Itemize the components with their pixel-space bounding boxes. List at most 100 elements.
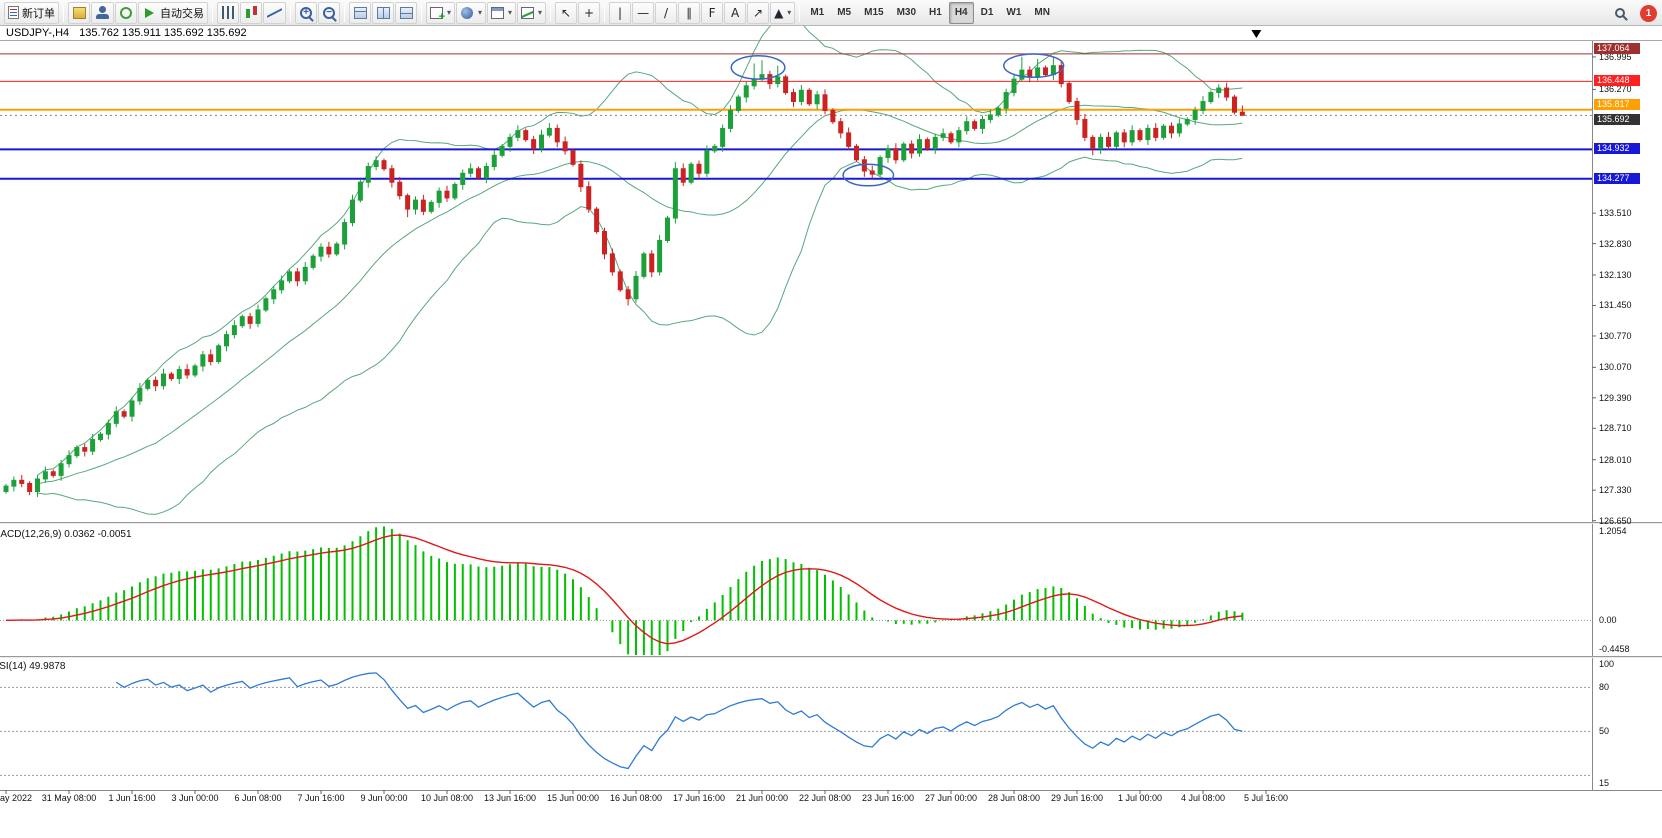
tilev-icon (376, 6, 390, 19)
time-axis-label: 22 Jun 08:00 (798, 793, 852, 803)
toolbar-separator (212, 3, 213, 22)
candlestick-chart-button[interactable] (240, 1, 262, 24)
main-toolbar: 新订单自动交易▾▾▾▾↖+|—/∥FA↗▲▾M1M5M15M30H1H4D1W1… (0, 0, 1662, 26)
vertical-line-button[interactable]: | (609, 1, 632, 24)
rsi-indicator-label: RSI(14) 49.9878 (0, 661, 66, 672)
timeframe-m1-button[interactable]: M1 (810, 7, 825, 18)
arrange-vertical-button[interactable] (372, 1, 394, 24)
search-button[interactable] (1609, 2, 1631, 24)
timeframe-d1-button[interactable]: D1 (980, 7, 994, 18)
data-window-button[interactable] (91, 1, 114, 24)
price-level-label: 137.064 (1594, 42, 1640, 54)
panel-separator[interactable] (0, 656, 1662, 658)
time-axis-label: 21 Jun 00:00 (735, 793, 789, 803)
ellipse-annotations[interactable] (730, 53, 1065, 187)
notification-badge[interactable]: 1 (1640, 4, 1657, 22)
templates-button[interactable]: ▾ (487, 1, 517, 24)
timeframe-h4-button[interactable]: H4 (948, 1, 974, 24)
bar-chart-button[interactable] (217, 1, 239, 24)
crosshair-button[interactable]: + (578, 1, 601, 24)
timeframe-m30-button[interactable]: M30 (896, 7, 917, 18)
cursor-button[interactable]: ↖ (555, 1, 578, 24)
shapes-icon: ▲ (774, 5, 784, 20)
price-level-label: 135.817 (1594, 98, 1640, 110)
price-axis-label: 129.390 (1599, 392, 1632, 403)
macd-scale-min-label: -0.4458 (1599, 644, 1630, 654)
price-axis-label: 127.330 (1599, 485, 1632, 496)
price-axis-label: 128.010 (1599, 454, 1632, 465)
chevron-down-icon: ▾ (447, 8, 452, 17)
linechart-icon (267, 6, 282, 19)
toolbar-right-section: 1 (1609, 2, 1657, 24)
rsi-scale-label: 80 (1599, 682, 1610, 693)
line-chart-button[interactable] (263, 1, 286, 24)
profiles-button[interactable]: ▾ (456, 1, 487, 24)
horizontal-line-button[interactable]: — (632, 1, 655, 24)
tile-windows-button[interactable] (349, 1, 371, 24)
fibonacci-button[interactable]: F (701, 1, 724, 24)
rsi-scale-label: 15 (1599, 777, 1610, 788)
price-axis-label: 136.995 (1599, 51, 1632, 62)
timeframe-mn-button[interactable]: MN (1034, 7, 1050, 18)
search-icon (1615, 8, 1625, 18)
time-axis-label: 13 Jun 16:00 (483, 793, 537, 803)
price-axis[interactable] (0, 41, 1662, 791)
toolbar-separator (550, 3, 552, 22)
market-watch-button[interactable] (68, 1, 90, 24)
shapes-button[interactable]: ▲ ▾ (770, 1, 796, 24)
frame-icon (491, 6, 505, 19)
strategy-tester-button[interactable] (115, 1, 137, 24)
crosshair-icon: + (584, 5, 595, 20)
price-level-lines[interactable] (0, 53, 1592, 180)
price-axis-label: 132.830 (1599, 238, 1632, 249)
macd-panel (0, 526, 1592, 655)
rsi-panel (0, 672, 1592, 776)
new-order-button[interactable]: 新订单 (4, 1, 59, 24)
chevron-down-icon: ▾ (508, 8, 513, 17)
price-level-label: 134.932 (1594, 143, 1640, 155)
zoom-out-icon (323, 6, 335, 19)
time-axis-label: 1 Jul 00:00 (1117, 793, 1163, 803)
compass-icon (461, 6, 474, 19)
price-axis-label: 128.710 (1599, 423, 1632, 434)
time-axis-label: 28 Jun 08:00 (987, 793, 1041, 803)
bars-icon (221, 6, 235, 19)
price-axis-label: 132.130 (1599, 270, 1632, 280)
macd-scale-zero-label: 0.00 (1599, 615, 1617, 626)
zoom-in-icon (300, 6, 312, 19)
time-axis-label: 5 Jul 16:00 (1243, 793, 1289, 803)
timeframe-w1-button[interactable]: W1 (1006, 7, 1022, 18)
person-blue-icon (95, 6, 110, 19)
text-icon: A (730, 5, 740, 20)
timeframe-m15-button[interactable]: M15 (864, 7, 884, 18)
text-button[interactable]: A (724, 1, 747, 24)
timeframe-h1-button[interactable]: H1 (929, 7, 942, 18)
time-axis-label: 30 May 2022 (0, 793, 33, 803)
panel-separator[interactable] (0, 522, 1662, 524)
indicators-button[interactable]: ▾ (517, 1, 547, 24)
play-green-icon (145, 7, 154, 18)
price-axis-label: 126.650 (1599, 515, 1632, 526)
zoom-in-button[interactable] (295, 1, 317, 24)
bollinger-bands (37, 19, 1243, 515)
ring-green-icon (120, 6, 132, 19)
toolbar-separator (290, 3, 291, 22)
trendline-button[interactable]: / (655, 1, 678, 24)
autotrading-button[interactable]: 自动交易 (138, 1, 208, 24)
zoom-out-button[interactable] (318, 1, 340, 24)
time-axis-label: 6 Jun 08:00 (234, 793, 282, 803)
chevron-down-icon: ▾ (538, 8, 543, 17)
arrange-horizontal-button[interactable] (395, 1, 417, 24)
time-axis-label: 17 Jun 16:00 (672, 793, 726, 803)
chart-title: USDJPY-,H4 (6, 27, 70, 39)
new-chart-button[interactable]: ▾ (426, 1, 456, 24)
new-order-button-label: 新订单 (22, 7, 55, 20)
equidistant-channel-button[interactable]: ∥ (678, 1, 701, 24)
chevron-down-icon: ▾ (787, 8, 792, 17)
timeframe-m5-button[interactable]: M5 (837, 7, 852, 18)
arrow-tool-button[interactable]: ↗ (747, 1, 770, 24)
macd-indicator-label: MACD(12,26,9) 0.0362 -0.0051 (0, 529, 132, 540)
horizontal-line-icon: — (637, 5, 650, 20)
